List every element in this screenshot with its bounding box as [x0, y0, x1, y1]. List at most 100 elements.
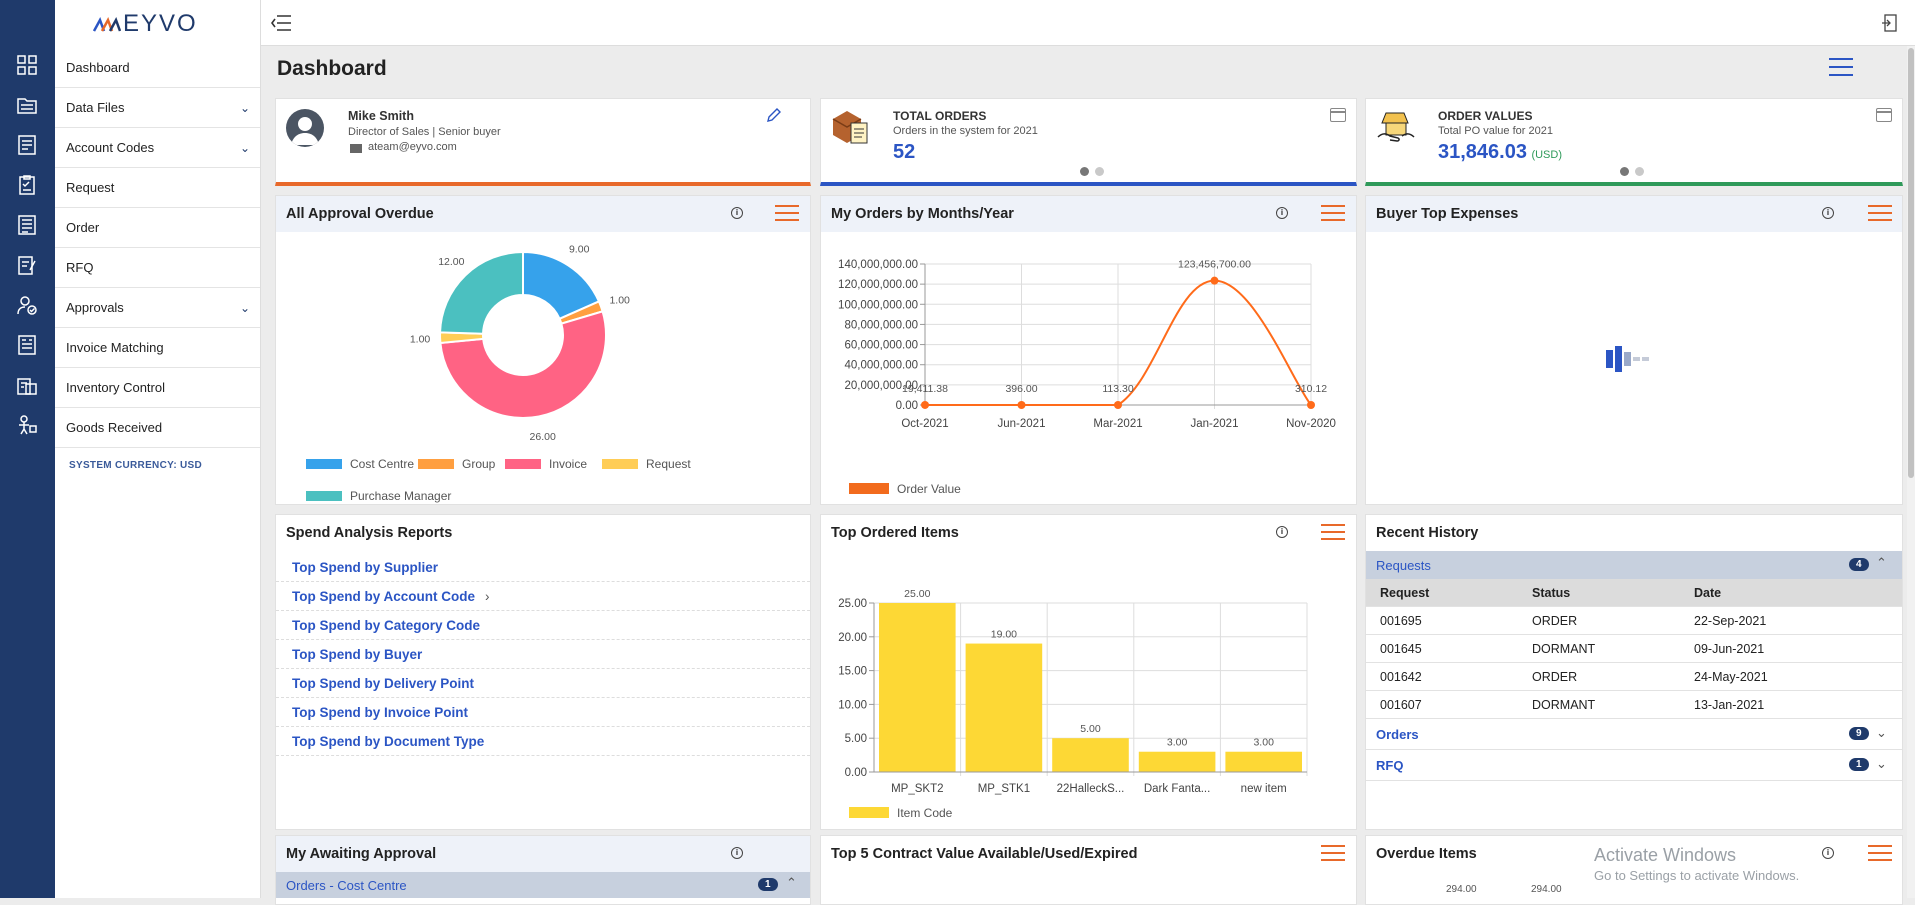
sidebar-item-order[interactable]: Order: [55, 208, 260, 248]
order-icon[interactable]: [14, 212, 40, 238]
sidebar-item-goods-received[interactable]: Goods Received: [55, 408, 260, 448]
logout-icon[interactable]: [1881, 14, 1897, 32]
sidebar-item-label: Invoice Matching: [66, 340, 164, 355]
panel-menu-icon[interactable]: [1321, 524, 1345, 542]
carousel-dots[interactable]: [1080, 167, 1104, 176]
y-tick-label: 100,000,000.00: [838, 299, 918, 311]
orders-by-month-panel: My Orders by Months/Year i 0.00 20,000,00…: [820, 195, 1357, 505]
panel-menu-icon[interactable]: [775, 205, 799, 223]
sidebar-item-approvals[interactable]: Approvals ⌄: [55, 288, 260, 328]
bar[interactable]: [879, 603, 956, 772]
panel-title: Recent History: [1376, 525, 1479, 541]
y-tick-label: 20.00: [838, 632, 867, 644]
chevron-up-icon[interactable]: ⌃: [1876, 555, 1887, 570]
spend-report-link[interactable]: Top Spend by Invoice Point: [276, 698, 810, 727]
orders-section[interactable]: Orders 9 ⌄: [1366, 719, 1902, 750]
account-codes-icon[interactable]: [14, 132, 40, 158]
spend-report-link[interactable]: Top Spend by Document Type: [276, 727, 810, 756]
page-title: Dashboard: [277, 57, 387, 80]
table-row[interactable]: 001695 ORDER 22-Sep-2021: [1366, 607, 1902, 635]
data-point[interactable]: [1210, 276, 1219, 285]
system-currency: SYSTEM CURRENCY: USD: [69, 460, 203, 471]
spend-analysis-header: Spend Analysis Reports: [276, 515, 810, 551]
bar[interactable]: [1052, 738, 1129, 772]
chevron-down-icon[interactable]: ⌄: [1876, 756, 1887, 771]
sidebar-item-account-codes[interactable]: Account Codes ⌄: [55, 128, 260, 168]
sidebar-item-label: Approvals: [66, 300, 124, 315]
total-orders-card[interactable]: TOTAL ORDERS Orders in the system for 20…: [820, 98, 1357, 186]
chevron-down-icon[interactable]: ⌄: [239, 100, 250, 115]
scrollbar-thumb[interactable]: [1908, 48, 1914, 478]
bar[interactable]: [1225, 751, 1302, 772]
data-point[interactable]: [1307, 400, 1315, 409]
collapse-menu-icon[interactable]: [271, 14, 291, 32]
overdue-value-label: 294.00: [1446, 884, 1477, 895]
page-menu-icon[interactable]: [1828, 57, 1854, 77]
spend-report-link[interactable]: Top Spend by Account Code ›: [276, 582, 810, 611]
panel-menu-icon[interactable]: [1321, 205, 1345, 223]
request-icon[interactable]: [14, 172, 40, 198]
info-icon[interactable]: i: [1822, 207, 1834, 219]
spend-report-link[interactable]: Top Spend by Buyer: [276, 640, 810, 669]
calendar-icon[interactable]: [1876, 108, 1892, 122]
chevron-down-icon[interactable]: ⌄: [239, 300, 250, 315]
data-label: 5.00: [1080, 723, 1101, 735]
awaiting-approval-panel: My Awaiting Approval i Orders - Cost Cen…: [275, 835, 811, 905]
invoice-matching-icon[interactable]: [14, 332, 40, 358]
sidebar-item-label: Goods Received: [66, 420, 163, 435]
spend-report-link[interactable]: Top Spend by Category Code: [276, 611, 810, 640]
panel-menu-icon[interactable]: [1868, 845, 1892, 863]
orders-cost-centre-section[interactable]: Orders - Cost Centre 1 ⌃: [276, 872, 810, 898]
pie-slice[interactable]: [439, 310, 607, 419]
total-orders-subtitle: Orders in the system for 2021: [893, 125, 1038, 137]
spend-report-link-label: Top Spend by Category Code: [292, 618, 481, 633]
sidebar-item-data-files[interactable]: Data Files ⌄: [55, 88, 260, 128]
chevron-down-icon[interactable]: ⌄: [1876, 725, 1887, 740]
sidebar-item-rfq[interactable]: RFQ: [55, 248, 260, 288]
data-files-icon[interactable]: [14, 92, 40, 118]
inventory-icon[interactable]: [14, 372, 40, 398]
brand-logo[interactable]: EYVO: [55, 0, 260, 48]
requests-section[interactable]: Requests 4 ⌃: [1366, 551, 1902, 579]
info-icon[interactable]: i: [731, 207, 743, 219]
table-row[interactable]: 001607 DORMANT 13-Jan-2021: [1366, 691, 1902, 719]
info-icon[interactable]: i: [1822, 847, 1834, 859]
spend-report-link[interactable]: Top Spend by Supplier: [276, 553, 810, 582]
y-tick-label: 0.00: [896, 400, 918, 412]
top-ordered-items-panel: Top Ordered Items i 0.00 5.00 10.00 15.00 20…: [820, 514, 1357, 830]
bar[interactable]: [965, 643, 1043, 772]
carousel-dots[interactable]: [1620, 167, 1644, 176]
legend-swatch: [306, 459, 342, 469]
sidebar-item-invoice-matching[interactable]: Invoice Matching: [55, 328, 260, 368]
spend-report-link[interactable]: Top Spend by Delivery Point: [276, 669, 810, 698]
pie-slice[interactable]: [439, 250, 524, 335]
chevron-up-icon[interactable]: ⌃: [786, 875, 797, 890]
data-label: 1.00: [609, 294, 630, 306]
data-point[interactable]: [921, 400, 929, 409]
approvals-icon[interactable]: [14, 292, 40, 318]
table-row[interactable]: 001645 DORMANT 09-Jun-2021: [1366, 635, 1902, 663]
goods-received-icon[interactable]: [14, 412, 40, 438]
panel-menu-icon[interactable]: [1321, 845, 1345, 863]
data-point[interactable]: [1114, 400, 1122, 409]
dashboard-icon[interactable]: [14, 52, 40, 78]
info-icon[interactable]: i: [731, 847, 743, 859]
chevron-down-icon[interactable]: ⌄: [239, 140, 250, 155]
table-row[interactable]: 001642 ORDER 24-May-2021: [1366, 663, 1902, 691]
info-icon[interactable]: i: [1276, 207, 1288, 219]
spend-report-link-label: Top Spend by Buyer: [292, 647, 423, 662]
x-tick-label: Dark Fanta...: [1144, 783, 1210, 795]
sidebar-item-inventory-control[interactable]: Inventory Control: [55, 368, 260, 408]
sidebar-item-request[interactable]: Request: [55, 168, 260, 208]
sidebar-item-dashboard[interactable]: Dashboard: [55, 48, 260, 88]
calendar-icon[interactable]: [1330, 108, 1346, 122]
page-scrollbar[interactable]: [1907, 46, 1915, 898]
data-point[interactable]: [1017, 400, 1026, 409]
rfq-icon[interactable]: [14, 252, 40, 278]
edit-profile-icon[interactable]: [766, 107, 782, 128]
panel-menu-icon[interactable]: [1868, 205, 1892, 223]
info-icon[interactable]: i: [1276, 526, 1288, 538]
order-values-card[interactable]: ORDER VALUES Total PO value for 2021 31,…: [1365, 98, 1903, 186]
rfq-section[interactable]: RFQ 1 ⌄: [1366, 750, 1902, 781]
bar[interactable]: [1138, 751, 1216, 772]
